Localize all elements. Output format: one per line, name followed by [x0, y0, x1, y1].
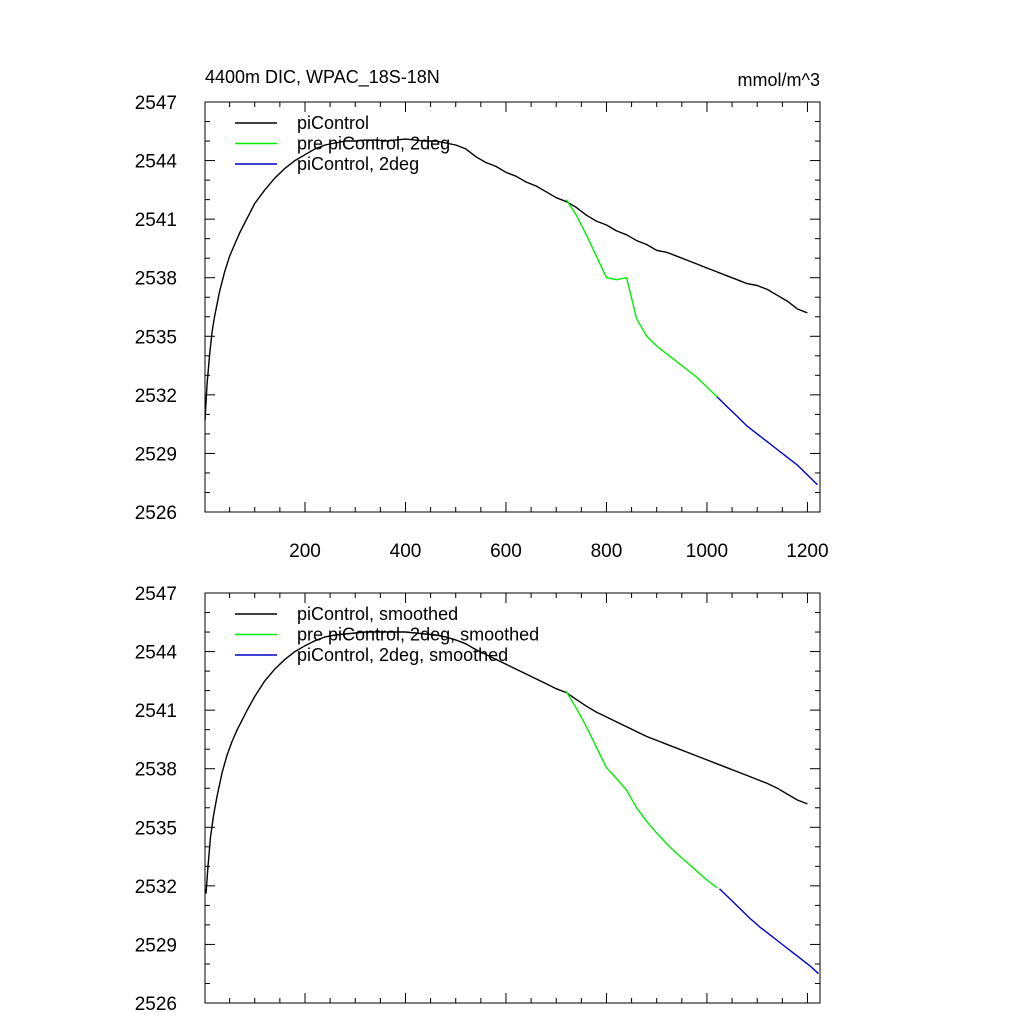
y-tick-label: 2526 [135, 994, 177, 1015]
y-tick-label: 2547 [135, 584, 177, 605]
series-line-2 [716, 396, 818, 486]
chart-title-units: mmol/m^3 [738, 70, 820, 90]
top-panel: 4400m DIC, WPAC_18S-18N mmol/m^3 2526 252… [135, 67, 829, 562]
y-tick-label: 2529 [135, 935, 177, 956]
y-tick-label: 2535 [135, 327, 177, 348]
y-tick-label: 2541 [135, 210, 177, 231]
legend-label: piControl, smoothed [297, 604, 458, 624]
legend-label: piControl, 2deg [297, 154, 419, 174]
chart-title-left: 4400m DIC, WPAC_18S-18N [205, 67, 440, 88]
legend-label: piControl, 2deg, smoothed [297, 645, 508, 665]
y-tick-label: 2544 [135, 152, 178, 173]
y-tick-label: 2532 [135, 877, 177, 898]
legend-label: pre piControl, 2deg, smoothed [297, 625, 539, 645]
y-tick-label: 2538 [135, 269, 177, 290]
series-line-0 [205, 631, 808, 894]
x-tick-label: 1200 [786, 541, 828, 562]
x-tick-label: 800 [591, 541, 623, 562]
plot-frame [204, 592, 821, 1004]
x-tick-label: 400 [390, 541, 422, 562]
y-tick-label: 2535 [135, 818, 177, 839]
series-line-0 [204, 138, 808, 421]
x-tick-label: 1000 [686, 541, 728, 562]
y-tick-label: 2544 [135, 643, 178, 664]
plot-frame [204, 101, 821, 513]
legend-label: pre piControl, 2deg [297, 134, 450, 154]
series-line-1 [565, 199, 718, 398]
y-tick-label: 2526 [135, 503, 177, 524]
y-tick-label: 2541 [135, 701, 177, 722]
y-tick-label: 2529 [135, 444, 177, 465]
legend-label: piControl [297, 113, 369, 133]
y-tick-label: 2538 [135, 760, 177, 781]
series-line-2 [719, 888, 819, 975]
x-tick-label: 600 [490, 541, 522, 562]
bottom-panel: 2526 2529 2532 2535 2538 2541 2544 2547 piContro… [135, 584, 821, 1015]
y-tick-label: 2532 [135, 386, 177, 407]
series-line-1 [565, 691, 718, 889]
y-tick-label: 2547 [135, 93, 177, 114]
x-tick-label: 200 [289, 541, 321, 562]
